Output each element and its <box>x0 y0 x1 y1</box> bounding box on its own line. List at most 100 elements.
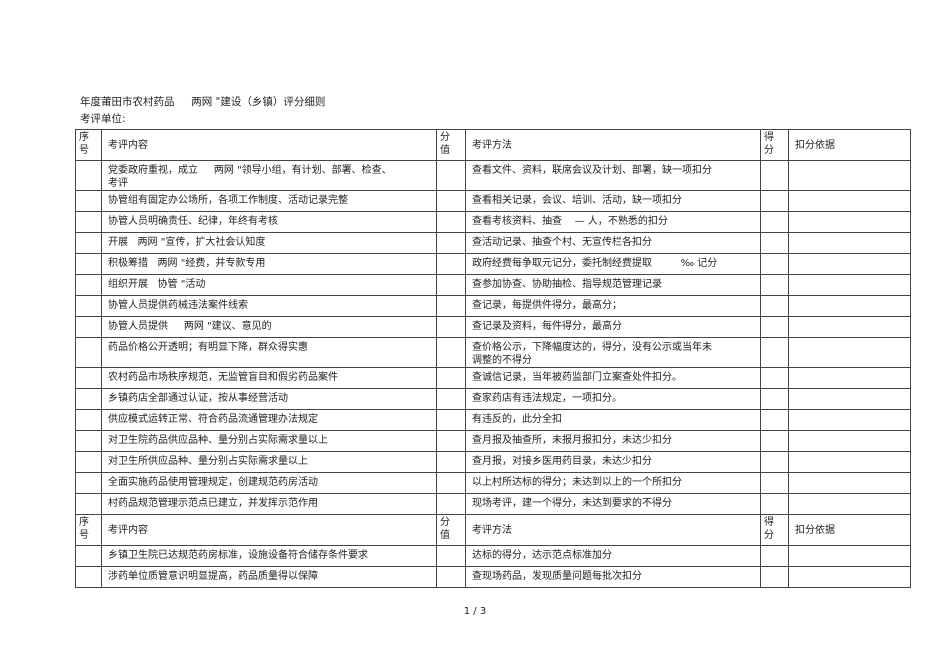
cell-content: 组织开展 协管 "活动 <box>101 274 437 296</box>
cell-score <box>436 160 466 191</box>
header-content: 考评内容 <box>101 514 437 546</box>
cell-method: 查看文件、资料，联席会议及计划、部署，缺一项扣分 <box>465 160 761 191</box>
cell-content: 协管组有固定办公场所，各项工作制度、活动记录完整 <box>101 190 437 212</box>
cell-score <box>436 295 466 317</box>
table-row: 协管人员提供药械违法案件线索 查记录，每提供件得分，最高分； <box>75 295 911 317</box>
document-title: 年度莆田市农村药品 两网 "建设（乡镇）评分细则 <box>80 96 326 108</box>
cell-score <box>436 451 466 473</box>
cell-seq <box>75 337 102 368</box>
cell-basis <box>788 367 911 389</box>
cell-content: 乡镇卫生院已达规范药房标准，设施设备符合储存条件要求 <box>101 545 437 567</box>
cell-content: 党委政府重视，成立 两网 "领导小组，有计划、部署、检查、 考评 <box>101 160 437 191</box>
cell-content: 全面实施药品使用管理规定，创建规范药房活动 <box>101 472 437 494</box>
table-row: 涉药单位质管意识明显提高，药品质量得以保障 查现场药品，发现质量问题每批次扣分 <box>75 566 911 588</box>
cell-basis <box>788 232 911 254</box>
cell-got <box>760 493 789 515</box>
header-seq: 序 号 <box>75 514 102 546</box>
cell-method: 查现场药品，发现质量问题每批次扣分 <box>465 566 761 588</box>
cell-score <box>436 190 466 212</box>
cell-got <box>760 190 789 212</box>
cell-seq <box>75 430 102 452</box>
cell-content: 协管人员明确责任、纪律，年终有考核 <box>101 211 437 233</box>
scoring-table: 序 号考评内容分 值考评方法得 分扣分依据 党委政府重视，成立 两网 "领导小组，… <box>75 129 911 515</box>
cell-content: 涉药单位质管意识明显提高，药品质量得以保障 <box>101 566 437 588</box>
header-method: 考评方法 <box>465 129 761 161</box>
header-content: 考评内容 <box>101 129 437 161</box>
header-basis: 扣分依据 <box>788 514 911 546</box>
cell-content: 对卫生院药品供应品种、量分别占实际需求量以上 <box>101 430 437 452</box>
cell-basis <box>788 493 911 515</box>
cell-score <box>436 388 466 410</box>
table-row: 开展 两网 "宣传，扩大社会认知度 查活动记录、抽查个村、无宣传栏各扣分 <box>75 232 911 254</box>
cell-basis <box>788 160 911 191</box>
header-basis: 扣分依据 <box>788 129 911 161</box>
cell-got <box>760 316 789 338</box>
cell-content: 药品价格公开透明；有明显下降，群众得实惠 <box>101 337 437 368</box>
cell-score <box>436 472 466 494</box>
cell-seq <box>75 388 102 410</box>
cell-method: 达标的得分，达示范点标准加分 <box>465 545 761 567</box>
cell-seq <box>75 451 102 473</box>
cell-score <box>436 493 466 515</box>
cell-method: 现场考评，建一个得分，未达到要求的不得分 <box>465 493 761 515</box>
cell-basis <box>788 274 911 296</box>
cell-content: 开展 两网 "宣传，扩大社会认知度 <box>101 232 437 254</box>
cell-seq <box>75 493 102 515</box>
cell-got <box>760 472 789 494</box>
header-row: 序 号考评内容分 值考评方法得 分扣分依据 <box>75 129 911 161</box>
cell-seq <box>75 190 102 212</box>
table-row: 药品价格公开透明；有明显下降，群众得实惠 查价格公示，下降幅度达的，得分，没有公示… <box>75 337 911 368</box>
cell-score <box>436 211 466 233</box>
cell-basis <box>788 211 911 233</box>
cell-score <box>436 253 466 275</box>
cell-seq <box>75 316 102 338</box>
cell-score <box>436 430 466 452</box>
header-method: 考评方法 <box>465 514 761 546</box>
cell-method: 查活动记录、抽查个村、无宣传栏各扣分 <box>465 232 761 254</box>
table-row: 协管人员提供 两网 "建议、意见的 查记录及资料，每件得分，最高分 <box>75 316 911 338</box>
cell-basis <box>788 451 911 473</box>
cell-seq <box>75 160 102 191</box>
cell-method: 有违反的，此分全扣 <box>465 409 761 431</box>
cell-basis <box>788 388 911 410</box>
cell-content: 协管人员提供 两网 "建议、意见的 <box>101 316 437 338</box>
cell-got <box>760 451 789 473</box>
cell-score <box>436 316 466 338</box>
cell-score <box>436 409 466 431</box>
cell-basis <box>788 566 911 588</box>
table-row: 乡镇卫生院已达规范药房标准，设施设备符合储存条件要求 达标的得分，达示范点标准加分 <box>75 545 911 567</box>
table-row: 村药品规范管理示范点已建立，并发挥示范作用 现场考评，建一个得分，未达到要求的不得… <box>75 493 911 515</box>
cell-method: 查月报及抽查所，未报月报扣分，未达少扣分 <box>465 430 761 452</box>
table-row: 全面实施药品使用管理规定，创建规范药房活动 以上村所达标的得分；未达到以上的一个所… <box>75 472 911 494</box>
cell-seq <box>75 274 102 296</box>
cell-seq <box>75 367 102 389</box>
cell-method: 查诚信记录，当年被药监部门立案查处件扣分。 <box>465 367 761 389</box>
table-row: 供应模式运转正常、符合药品流通管理办法规定 有违反的，此分全扣 <box>75 409 911 431</box>
table-row: 对卫生所供应品种、量分别占实际需求量以上 查月报，对接乡医用药目录，未达少扣分 <box>75 451 911 473</box>
cell-basis <box>788 409 911 431</box>
cell-got <box>760 232 789 254</box>
cell-got <box>760 160 789 191</box>
cell-basis <box>788 337 911 368</box>
cell-seq <box>75 211 102 233</box>
tables-container: 序 号考评内容分 值考评方法得 分扣分依据 党委政府重视，成立 两网 "领导小组，… <box>75 129 911 588</box>
cell-basis <box>788 472 911 494</box>
table-row: 积极筹措 两网 "经费，并专款专用 政府经费每争取元记分，委托制经费提取 ‰ 记分 <box>75 253 911 275</box>
cell-method: 政府经费每争取元记分，委托制经费提取 ‰ 记分 <box>465 253 761 275</box>
cell-content: 对卫生所供应品种、量分别占实际需求量以上 <box>101 451 437 473</box>
cell-seq <box>75 232 102 254</box>
cell-method: 查参加协查、协助抽检、指导规范管理记录 <box>465 274 761 296</box>
cell-content: 积极筹措 两网 "经费，并专款专用 <box>101 253 437 275</box>
cell-got <box>760 337 789 368</box>
cell-got <box>760 211 789 233</box>
header-score: 分 值 <box>436 129 466 161</box>
cell-content: 供应模式运转正常、符合药品流通管理办法规定 <box>101 409 437 431</box>
cell-got <box>760 295 789 317</box>
cell-method: 查家药店有违法规定，一项扣分。 <box>465 388 761 410</box>
table-row: 对卫生院药品供应品种、量分别占实际需求量以上 查月报及抽查所，未报月报扣分，未达少… <box>75 430 911 452</box>
scoring-table-continued: 序 号考评内容分 值考评方法得 分扣分依据 乡镇卫生院已达规范药房标准，设施设备符… <box>75 514 911 588</box>
cell-basis <box>788 190 911 212</box>
cell-seq <box>75 409 102 431</box>
cell-score <box>436 367 466 389</box>
header-row: 序 号考评内容分 值考评方法得 分扣分依据 <box>75 514 911 546</box>
